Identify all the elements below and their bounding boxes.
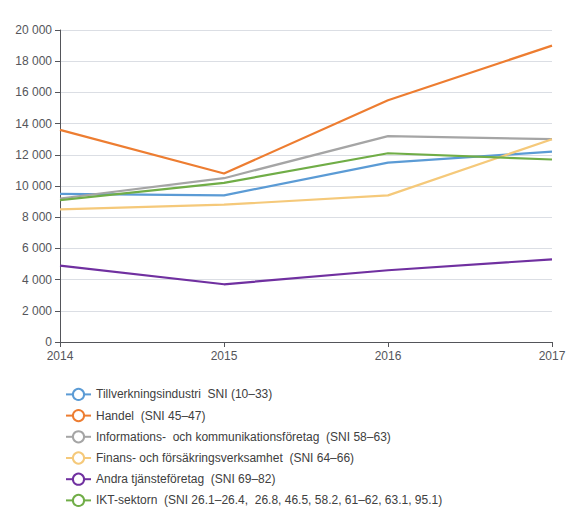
svg-text:IKT-sektorn (SNI 26.1–26.4,: IKT-sektorn (SNI 26.1–26.4, 26.8, 46.5, … — [96, 493, 442, 507]
svg-text:Tillverkningsindustri SNI (10: Tillverkningsindustri SNI (10–33) — [96, 387, 272, 401]
svg-text:Handel (SNI 45–47): Handel (SNI 45–47) — [96, 409, 205, 423]
svg-text:2017: 2017 — [539, 349, 566, 363]
svg-text:16 000: 16 000 — [15, 85, 52, 99]
svg-text:2016: 2016 — [375, 349, 402, 363]
svg-text:18 000: 18 000 — [15, 54, 52, 68]
svg-text:10 000: 10 000 — [15, 179, 52, 193]
svg-text:Informations- och kommunikati: Informations- och kommunikationsföretag … — [96, 430, 391, 444]
svg-text:12 000: 12 000 — [15, 148, 52, 162]
svg-text:2014: 2014 — [47, 349, 74, 363]
svg-text:4 000: 4 000 — [22, 273, 52, 287]
svg-text:Finans- och försäkringsverksam: Finans- och försäkringsverksamhet (SNI 6… — [96, 451, 354, 465]
svg-text:20 000: 20 000 — [15, 23, 52, 37]
svg-text:0: 0 — [45, 335, 52, 349]
svg-text:Andra tjänsteföretag (SNI 69–: Andra tjänsteföretag (SNI 69–82) — [96, 472, 275, 486]
svg-text:14 000: 14 000 — [15, 117, 52, 131]
svg-text:8 000: 8 000 — [22, 210, 52, 224]
svg-text:6 000: 6 000 — [22, 241, 52, 255]
svg-text:2 000: 2 000 — [22, 304, 52, 318]
svg-text:2015: 2015 — [211, 349, 238, 363]
